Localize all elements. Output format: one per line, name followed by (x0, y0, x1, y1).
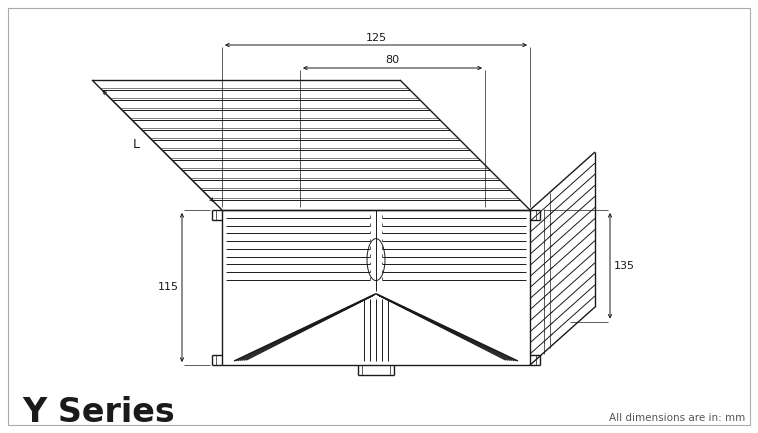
Text: 125: 125 (365, 33, 387, 43)
Text: L: L (133, 138, 139, 151)
Text: 80: 80 (385, 55, 399, 65)
Text: All dimensions are in: mm: All dimensions are in: mm (609, 413, 745, 423)
Text: Y Series: Y Series (22, 395, 175, 429)
Text: 115: 115 (158, 282, 178, 293)
Text: 135: 135 (613, 261, 634, 271)
